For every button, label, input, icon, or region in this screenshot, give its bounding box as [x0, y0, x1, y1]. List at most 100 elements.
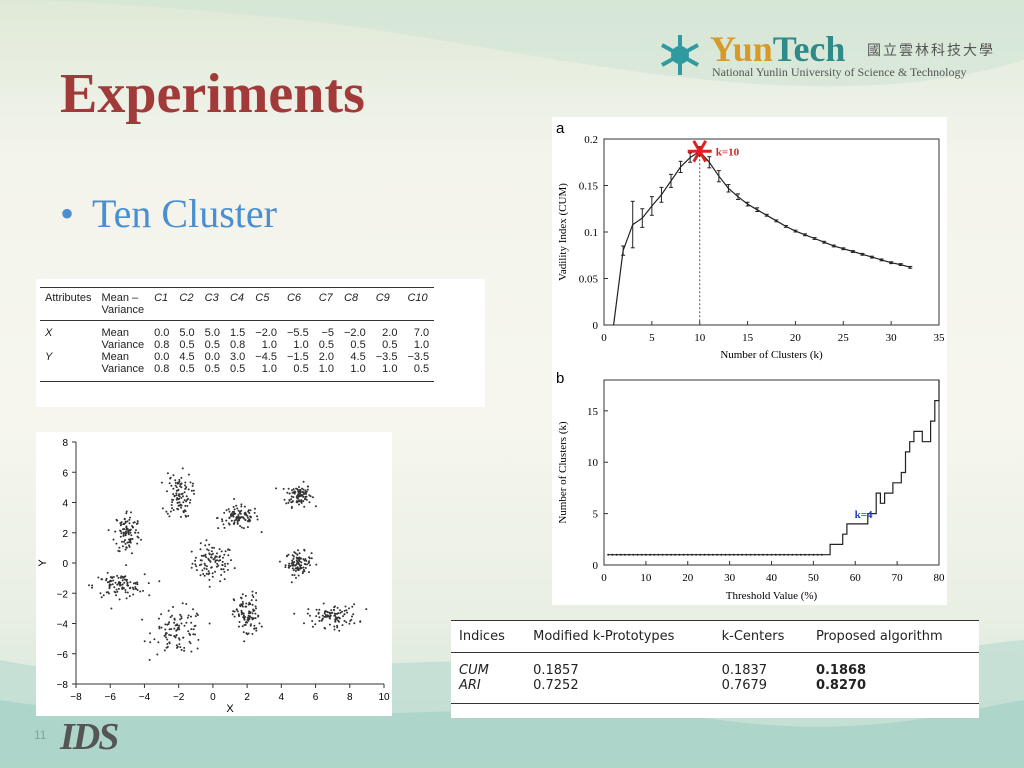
scatter-point: [236, 515, 239, 518]
scatter-point: [127, 532, 130, 535]
scatter-point: [182, 636, 185, 639]
scatter-point: [302, 480, 305, 483]
scatter-point: [346, 611, 349, 614]
scatter-point: [231, 613, 234, 616]
series-marker: [753, 553, 756, 556]
x-tick-label: 50: [808, 572, 820, 584]
scatter-point: [240, 516, 243, 518]
scatter-point: [120, 532, 123, 535]
scatter-point: [125, 525, 128, 528]
scatter-point: [305, 559, 308, 562]
scatter-point: [130, 552, 133, 555]
snowflake-logo-icon: [661, 35, 699, 75]
y-tick-label: 2: [62, 529, 68, 540]
scatter-point: [180, 615, 183, 618]
column-header: C10: [407, 292, 428, 304]
scatter-point: [115, 594, 118, 597]
scatter-point: [343, 619, 346, 622]
scatter-point: [303, 505, 306, 508]
scatter-point: [334, 616, 337, 619]
bullet-item: • Ten Cluster: [60, 190, 277, 237]
scatter-point: [207, 557, 210, 560]
scatter-point: [306, 485, 309, 488]
scatter-point: [192, 608, 194, 611]
scatter-point: [351, 615, 353, 618]
series-marker: [762, 553, 765, 556]
scatter-point: [178, 624, 181, 627]
scatter-point: [220, 574, 223, 576]
scatter-point: [129, 531, 132, 534]
scatter-point: [125, 579, 128, 582]
scatter-point: [173, 627, 176, 630]
scatter-point: [216, 517, 218, 520]
table-cell: 0.5: [204, 339, 220, 351]
scatter-point: [359, 620, 362, 623]
scatter-point: [191, 482, 194, 485]
scatter-point: [196, 614, 199, 616]
series-marker: [799, 553, 802, 556]
scatter-point: [314, 623, 317, 626]
scatter-point: [111, 583, 114, 586]
scatter-point: [256, 518, 259, 521]
scatter-point: [192, 633, 195, 636]
x-tick-label: 10: [640, 572, 652, 584]
scatter-point: [176, 624, 178, 627]
scatter-point: [226, 569, 229, 571]
scatter-point: [115, 588, 118, 591]
scatter-point: [120, 523, 123, 526]
scatter-point: [286, 491, 289, 494]
scatter-point: [304, 495, 307, 498]
scatter-point: [348, 622, 351, 625]
scatter-point: [216, 552, 218, 555]
scatter-point: [224, 562, 226, 565]
table-cell: 0.8: [154, 363, 170, 375]
scatter-point: [158, 627, 161, 630]
scatter-point: [278, 560, 281, 563]
scatter-point: [291, 567, 294, 570]
scatter-point: [164, 623, 167, 626]
scatter-point: [123, 581, 126, 584]
scatter-point: [178, 497, 181, 500]
scatter-point: [216, 559, 219, 562]
table-cell: 0.5: [204, 363, 220, 375]
scatter-point: [149, 641, 152, 644]
scatter-point: [222, 568, 225, 571]
scatter-point: [182, 495, 184, 498]
scatter-point: [106, 581, 109, 584]
scatter-point: [293, 551, 296, 554]
y-tick-label: 0.2: [584, 134, 598, 146]
scatter-point: [232, 505, 235, 508]
table-cell: 2.0: [382, 327, 398, 339]
series-marker: [615, 553, 618, 556]
scatter-point: [134, 582, 137, 585]
scatter-point: [129, 540, 132, 543]
scatter-point: [100, 596, 103, 599]
scatter-point: [126, 591, 129, 594]
scatter-point: [194, 556, 197, 559]
table-cell: 1.5: [229, 327, 246, 339]
threshold-chart: b 0 10 20 30 40 50 60 70 80 0 5 10 15 Threshold Value …: [556, 370, 945, 602]
scatter-point: [191, 562, 194, 565]
scatter-point: [222, 556, 224, 559]
scatter-point: [129, 581, 132, 584]
table-cell: Mean: [101, 351, 129, 363]
table-cell: 1.0: [293, 339, 309, 351]
scatter-point: [129, 586, 132, 589]
scatter-point: [169, 634, 172, 637]
scatter-point: [166, 643, 169, 645]
scatter-point: [112, 579, 115, 582]
attributes-table-panel: Attributes Mean – Variance C1 C2 C3 C4 C5 C6 C7 C…: [36, 279, 485, 407]
y-tick-label: 10: [587, 457, 599, 469]
scatter-point: [288, 499, 291, 502]
slide-number: 11: [34, 728, 47, 742]
scatter-point: [179, 485, 182, 488]
series-marker: [670, 553, 672, 556]
scatter-point: [208, 552, 211, 555]
scatter-point: [244, 594, 247, 597]
scatter-point: [172, 474, 175, 477]
table-cell: −3.5: [375, 351, 398, 363]
scatter-point: [125, 546, 128, 549]
scatter-point: [302, 558, 305, 561]
table-cell: 0.5: [179, 339, 195, 351]
x-tick-label: 0: [601, 332, 607, 344]
